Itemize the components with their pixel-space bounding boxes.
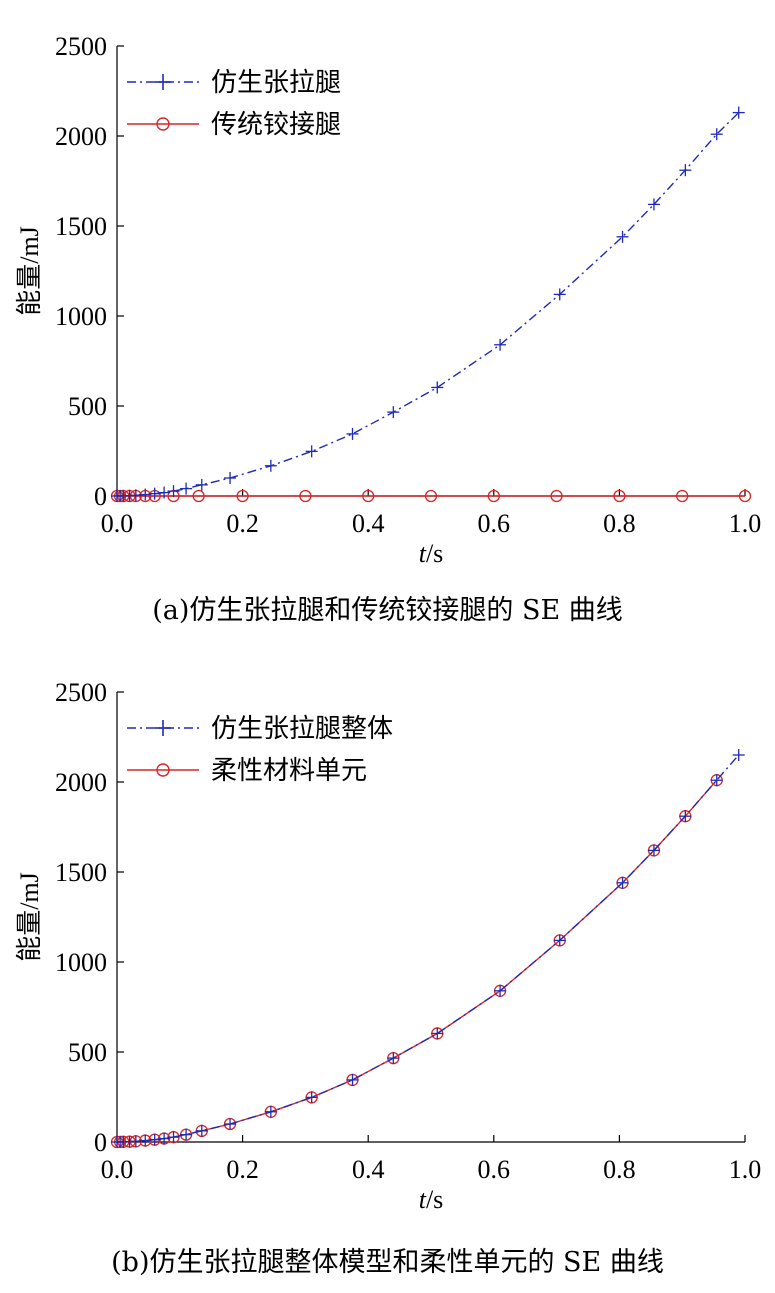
chart-a-xtick-label: 0.6 <box>478 509 511 538</box>
chart-a-series-0-point <box>346 427 359 440</box>
chart-a-series-1-point <box>424 489 438 503</box>
chart-a-series-0-point <box>148 487 161 500</box>
chart-a-series-0-point <box>616 230 629 243</box>
chart-a-series-1-point <box>362 489 375 503</box>
chart-a-ytick-label: 500 <box>68 392 107 421</box>
chart-b-ytick-label: 1500 <box>55 858 107 887</box>
chart-b-series-0-point <box>167 1131 180 1144</box>
chart-b-ytick-label: 500 <box>68 1038 107 1067</box>
chart-panel-a: 0 500 1000 1500 2000 2500 0.0 0.2 0.4 0.6 0.8 1.0 t/… <box>0 0 775 646</box>
chart-a-series-0-point <box>679 164 692 177</box>
chart-a-series-1-point <box>299 489 312 503</box>
chart-b-series-0-point <box>180 1128 193 1141</box>
chart-a-series-0-point <box>195 478 208 491</box>
chart-a-xtick-label: 0.2 <box>226 509 259 538</box>
chart-b-ytick-label: 2500 <box>55 678 107 707</box>
chart-a-series-1-point <box>192 489 205 503</box>
chart-b-series-0-point <box>139 1134 152 1147</box>
chart-a-series-0-point <box>732 106 745 119</box>
chart-a-y-axis-label: 能量/mJ <box>15 226 44 316</box>
chart-b-series-0-point <box>346 1073 359 1086</box>
chart-b-xtick-label: 0.4 <box>352 1155 385 1184</box>
chart-b-x-axis-label: t/s <box>419 1185 444 1214</box>
chart-b-series-0-point <box>679 810 692 823</box>
chart-a-svg: 0 500 1000 1500 2000 2500 0.0 0.2 0.4 0.6 0.8 1.0 t/… <box>15 32 762 568</box>
chart-b-series-0-point <box>616 876 629 889</box>
chart-panel-b: 0 500 1000 1500 2000 2500 0.0 0.2 0.4 0.6 0.8 1.0 t/… <box>0 646 775 1293</box>
chart-a-series-0-point <box>129 489 142 502</box>
chart-b-y-axis-label: 能量/mJ <box>15 872 44 962</box>
chart-b-series-0-point <box>264 1105 277 1118</box>
chart-a-x-axis-label: t/s <box>419 539 444 568</box>
chart-a-legend-marker-1 <box>156 117 170 131</box>
chart-a-series-1-point <box>236 489 249 503</box>
chart-b-series-0-point <box>732 749 745 761</box>
chart-a-series-1-point <box>738 489 752 503</box>
chart-b-caption: (b)仿生张拉腿整体模型和柔性单元的 SE 曲线 <box>111 1247 664 1278</box>
chart-b-ytick-label: 0 <box>94 1128 107 1157</box>
chart-a-series-0-point <box>158 486 171 499</box>
chart-a-ytick-label: 2000 <box>55 122 107 151</box>
chart-a-series-1-point <box>487 489 500 503</box>
chart-a-series-0-line <box>116 112 740 497</box>
chart-b-series-0-point <box>129 1135 142 1148</box>
chart-a-xtick-label: 0.8 <box>603 509 636 538</box>
chart-a-series-0-point <box>139 488 152 501</box>
chart-a-series-1-point <box>550 489 563 503</box>
chart-a-series-0-point <box>167 485 180 498</box>
chart-a-ytick-label: 2500 <box>55 32 107 61</box>
chart-b-xtick-label: 0.6 <box>478 1155 511 1184</box>
chart-a-series-0-point <box>264 459 277 472</box>
chart-b-series-0-point <box>148 1133 161 1146</box>
chart-b-series-0-point <box>710 774 723 787</box>
chart-a-series-0-point <box>553 288 566 301</box>
chart-b-series-0-point <box>305 1091 318 1104</box>
chart-a-ytick-label: 0 <box>94 482 107 511</box>
chart-a-caption: (a)仿生张拉腿和传统铰接腿的 SE 曲线 <box>152 595 623 626</box>
chart-b-ytick-label: 1000 <box>55 948 107 977</box>
chart-a-xtick-label: 0.0 <box>101 509 134 538</box>
chart-b-series-0-point <box>158 1132 171 1145</box>
chart-a-series-1-point <box>613 489 626 503</box>
chart-b-series-0-point <box>387 1052 400 1065</box>
chart-a-xtick-label: 0.4 <box>352 509 385 538</box>
chart-b-legend-label-1: 柔性材料单元 <box>211 756 367 786</box>
chart-b-series-0-point <box>647 844 660 857</box>
chart-b-series-0-line <box>116 754 740 1143</box>
chart-b-series-0-point <box>553 934 566 947</box>
chart-b-ytick-label: 2000 <box>55 768 107 797</box>
chart-b-xtick-label: 0.8 <box>603 1155 636 1184</box>
chart-b-legend-marker-1 <box>156 763 170 777</box>
chart-b-series-0-point <box>224 1118 237 1130</box>
chart-a-xtick-label: 1.0 <box>729 509 762 538</box>
chart-a-series-0-point <box>387 406 400 419</box>
chart-a-legend-label-0: 仿生张拉腿 <box>211 68 341 98</box>
chart-a-series-0-point <box>431 381 444 394</box>
chart-b-series-0-point <box>195 1124 208 1137</box>
chart-b-xtick-label: 1.0 <box>729 1155 762 1184</box>
chart-a-series-0-point <box>647 198 660 211</box>
chart-b-xtick-label: 0.0 <box>101 1155 134 1184</box>
chart-a-series-0-point <box>305 445 318 458</box>
chart-a-series-0-point <box>710 128 723 141</box>
chart-a-legend-label-1: 传统铰接腿 <box>211 110 341 140</box>
chart-a-series-0-point <box>224 472 237 484</box>
chart-a-ytick-label: 1500 <box>55 212 107 241</box>
chart-b-svg: 0 500 1000 1500 2000 2500 0.0 0.2 0.4 0.6 0.8 1.0 t/… <box>15 678 762 1214</box>
chart-a-series-0-point <box>494 338 507 351</box>
chart-b-series-0-point <box>431 1027 444 1040</box>
chart-b-series-1-line <box>116 779 718 1143</box>
chart-a-ytick-label: 1000 <box>55 302 107 331</box>
chart-b-series-0-point <box>494 984 507 997</box>
chart-b-xtick-label: 0.2 <box>226 1155 259 1184</box>
chart-b-legend-label-0: 仿生张拉腿整体 <box>211 714 393 744</box>
chart-a-series-1-point <box>676 489 689 503</box>
chart-a-series-0-point <box>180 482 193 495</box>
